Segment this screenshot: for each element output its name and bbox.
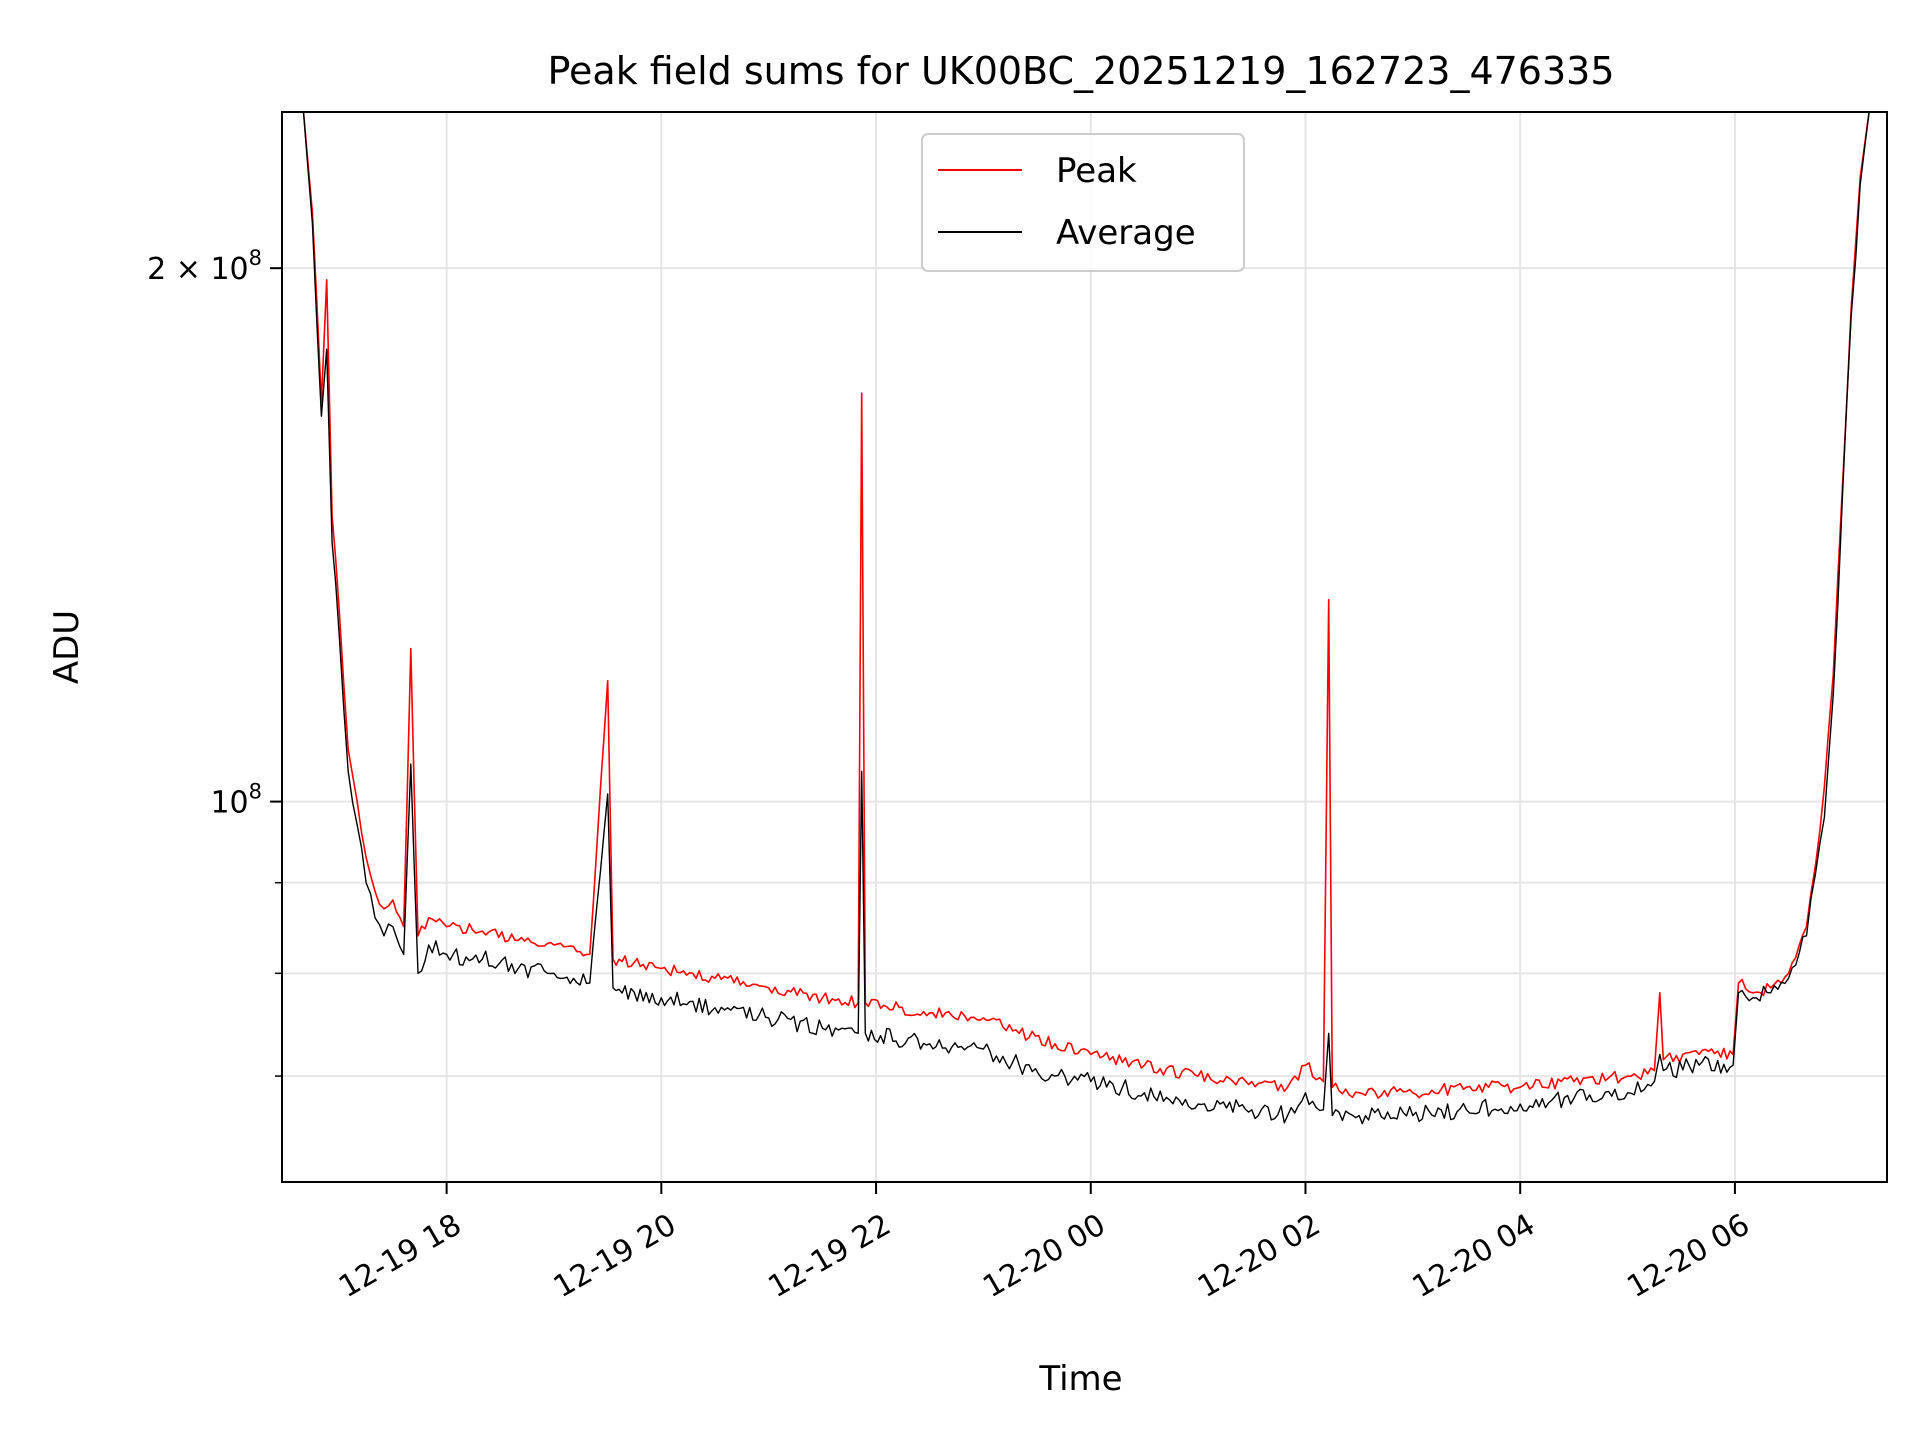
series-layer [302, 112, 1870, 1125]
plot-frame [281, 111, 1888, 1183]
y-tick-base: 10 [210, 252, 248, 287]
series-line-average [302, 112, 1870, 1125]
y-tick-base: 10 [210, 786, 248, 821]
legend-label-average: Average [1056, 213, 1196, 253]
legend-label-peak: Peak [1056, 151, 1137, 191]
y-axis-label: ADU [47, 610, 87, 684]
legend: Peak Average [921, 133, 1245, 272]
y-tick-label: 2 × 108 [147, 246, 262, 287]
y-tick-exponent: 8 [249, 246, 262, 270]
legend-box [921, 133, 1245, 272]
series-line-peak [302, 112, 1870, 1099]
y-tick-exponent: 8 [249, 780, 262, 804]
y-tick-label: 108 [210, 780, 262, 821]
y-tick-mantissa: 2 × [147, 252, 210, 287]
chart-title: Peak field sums for UK00BC_20251219_1627… [547, 49, 1614, 93]
x-axis-label: Time [1038, 1359, 1122, 1399]
